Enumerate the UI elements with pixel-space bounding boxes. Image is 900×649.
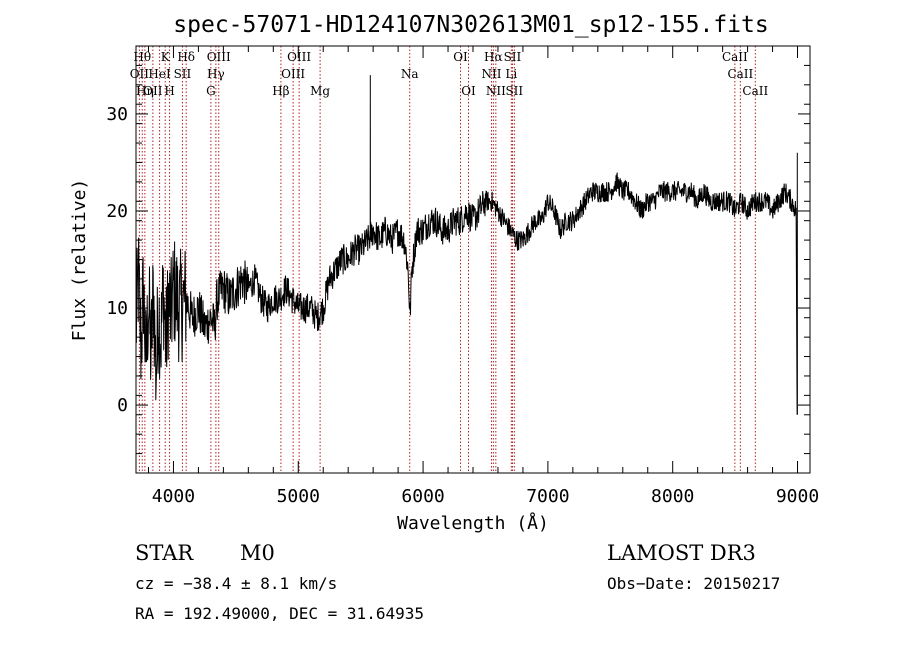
line-label: NII bbox=[486, 84, 506, 98]
line-label: Hθ bbox=[133, 50, 151, 64]
spectrum-line bbox=[135, 75, 798, 415]
line-label: Hα bbox=[484, 50, 503, 64]
line-label: Hδ bbox=[177, 50, 195, 64]
coordinates: RA = 192.49000, DEC = 31.64935 bbox=[135, 604, 424, 623]
line-label: CaII bbox=[742, 84, 768, 98]
x-tick-label: 6000 bbox=[401, 486, 444, 507]
line-label: CaII bbox=[722, 50, 748, 64]
x-tick-label: 5000 bbox=[277, 486, 320, 507]
line-label: Na bbox=[401, 67, 419, 81]
line-label: G bbox=[206, 84, 216, 98]
chart-title: spec-57071-HD124107N302613M01_sp12-155.f… bbox=[173, 12, 768, 38]
redshift-cz: cz = −38.4 ± 8.1 km/s bbox=[135, 574, 337, 593]
line-label: HeI bbox=[148, 67, 171, 81]
x-tick-label: 4000 bbox=[152, 486, 195, 507]
plot-frame bbox=[135, 45, 811, 474]
line-label: CaII bbox=[727, 67, 753, 81]
line-label: Mg bbox=[310, 84, 330, 98]
line-label: SII bbox=[505, 84, 523, 98]
y-tick-label: 20 bbox=[106, 201, 128, 222]
line-label: Li bbox=[505, 67, 517, 81]
spectral-line-labels: OIIHθHηOIIHeIKHSIIHδGHγOIIIHβOIIIOIIIMgN… bbox=[130, 50, 769, 98]
line-label: OII bbox=[130, 67, 150, 81]
line-label: Hη bbox=[136, 84, 154, 98]
y-axis-ticks: 0 10 20 30 bbox=[106, 64, 810, 455]
x-tick-label: 8000 bbox=[651, 486, 694, 507]
y-tick-label: 10 bbox=[106, 298, 128, 319]
object-class: STAR bbox=[135, 541, 194, 565]
line-label: H bbox=[164, 84, 174, 98]
spectral-line-markers bbox=[138, 46, 756, 473]
line-label: OIII bbox=[281, 67, 305, 81]
line-label: OI bbox=[461, 84, 476, 98]
line-label: NII bbox=[481, 67, 501, 81]
y-axis-label: Flux (relative) bbox=[69, 179, 90, 342]
x-axis-ticks: 4000 5000 6000 7000 8000 9000 bbox=[147, 46, 819, 507]
observation-date: Obs−Date: 20150217 bbox=[607, 574, 780, 593]
x-tick-label: 7000 bbox=[526, 486, 569, 507]
object-subclass: M0 bbox=[240, 541, 275, 565]
survey-name: LAMOST DR3 bbox=[607, 541, 756, 565]
line-label: Hβ bbox=[272, 84, 289, 98]
y-tick-label: 30 bbox=[106, 104, 128, 125]
line-label: SII bbox=[504, 50, 522, 64]
line-label: SII bbox=[174, 67, 192, 81]
line-label: OIII bbox=[287, 50, 311, 64]
line-label: OIII bbox=[207, 50, 231, 64]
line-label: Hγ bbox=[207, 67, 225, 81]
x-axis-label: Wavelength (Å) bbox=[397, 512, 549, 534]
line-label: OII bbox=[143, 84, 163, 98]
x-tick-label: 9000 bbox=[776, 486, 819, 507]
line-label: K bbox=[161, 50, 171, 64]
y-tick-label: 0 bbox=[117, 395, 128, 416]
line-label: OI bbox=[453, 50, 468, 64]
